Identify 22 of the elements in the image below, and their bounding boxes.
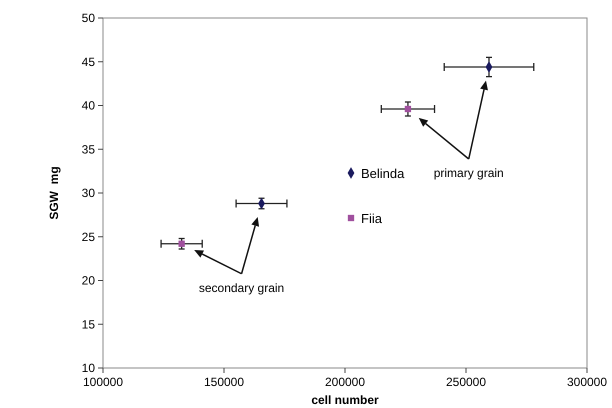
y-tick-label: 15 bbox=[82, 317, 96, 332]
x-tick-label: 200000 bbox=[324, 375, 366, 389]
y-tick-label: 30 bbox=[82, 186, 96, 200]
y-tick-label: 10 bbox=[82, 361, 96, 375]
annotation: secondary grain bbox=[198, 280, 284, 295]
x-tick-label: 300000 bbox=[566, 375, 608, 389]
point bbox=[404, 106, 412, 112]
y-tick-label: 50 bbox=[82, 11, 96, 25]
point bbox=[178, 240, 185, 247]
legend-label: Fiia bbox=[361, 211, 383, 226]
x-tick-label: 100000 bbox=[82, 375, 124, 389]
y-tick-label: 25 bbox=[82, 230, 96, 244]
y-tick-label: 45 bbox=[82, 54, 96, 69]
x-tick-label: 250000 bbox=[446, 375, 486, 389]
annotation: primary grain bbox=[434, 166, 504, 180]
x-tick-label: 150000 bbox=[204, 375, 244, 389]
y-axis-title: SGW mg bbox=[47, 166, 61, 220]
y-tick-label: 20 bbox=[82, 274, 96, 288]
y-tick-label: 40 bbox=[82, 98, 96, 112]
legend-label: Belinda bbox=[361, 166, 406, 181]
y-tick-label: 35 bbox=[82, 142, 96, 156]
x-axis-title: cell number bbox=[311, 393, 380, 407]
